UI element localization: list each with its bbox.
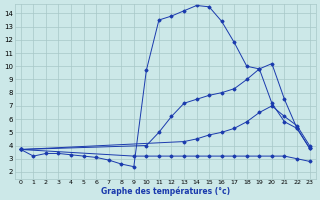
X-axis label: Graphe des températures (°c): Graphe des températures (°c) — [100, 186, 230, 196]
